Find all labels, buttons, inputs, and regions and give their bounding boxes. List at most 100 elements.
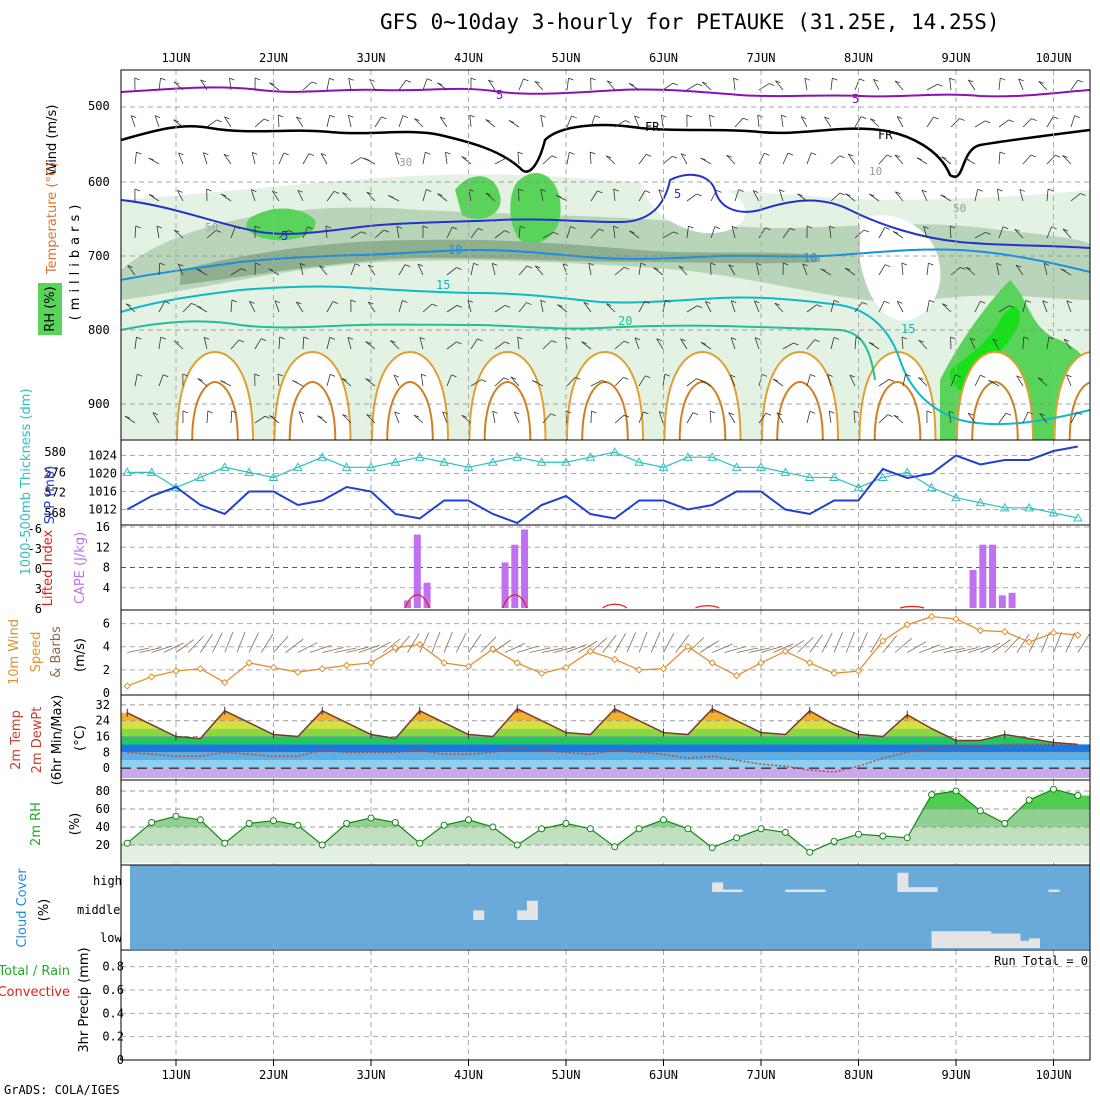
wind-barb — [491, 263, 496, 276]
wind-barb-feather — [203, 336, 210, 340]
isotherm-warm-bulge — [1053, 351, 1090, 440]
wind-barb-feather — [191, 303, 197, 306]
wind-barb-feather — [809, 411, 816, 414]
wind-barb — [394, 152, 400, 165]
surface-wind-barb — [882, 635, 898, 653]
wind-barb-feather — [1080, 193, 1086, 196]
wind-speed-marker — [367, 659, 375, 667]
isotherm-5 — [121, 173, 1090, 249]
wind-speed-line — [127, 615, 1078, 687]
thickness-marker — [804, 472, 815, 481]
wind-barb — [1070, 193, 1081, 202]
wind-barb-feather — [196, 305, 202, 309]
wind-barb-feather — [634, 115, 640, 119]
surface-wind-barb — [346, 646, 369, 653]
wind-barb-feather — [1062, 228, 1069, 232]
contour-label: 10 — [448, 243, 462, 257]
wind-barb-feather — [332, 301, 339, 304]
wind-barb — [1022, 411, 1029, 424]
wind-barb-feather — [437, 82, 443, 86]
rh-marker — [830, 837, 838, 845]
surface-wind-barb — [773, 643, 794, 653]
rh-marker — [465, 816, 472, 824]
wind-barb-feather — [606, 303, 612, 307]
rh-marker — [1050, 785, 1057, 793]
wind-barb — [590, 115, 596, 128]
wind-barb — [828, 411, 832, 424]
wind-barb-feather — [916, 157, 922, 161]
ytick-label: 600 — [88, 175, 110, 189]
ytick-label: -6 — [28, 522, 42, 536]
rh-marker — [513, 841, 521, 849]
ytick-label: 80 — [96, 784, 110, 798]
wind-barb-feather — [334, 190, 340, 194]
rh-marker — [879, 832, 887, 840]
wind-barb-feather — [421, 373, 427, 377]
wind-barb — [974, 301, 981, 313]
cloud-bar-middle — [526, 900, 538, 920]
surface-wind-barb — [273, 635, 289, 653]
wind-barb — [829, 226, 832, 239]
isotherm-warm-bulge — [761, 350, 839, 440]
wind-barb — [299, 263, 304, 276]
wind-barb-feather — [591, 410, 597, 414]
wind-barb-feather — [402, 300, 408, 303]
wind-barb-feather — [787, 152, 794, 156]
thickness-marker — [829, 472, 839, 481]
wind-barb — [446, 267, 457, 276]
wind-barb — [752, 190, 760, 202]
wind-barb-feather — [949, 77, 955, 81]
wind-barb-feather — [402, 115, 409, 119]
wind-barb-feather — [937, 83, 943, 87]
wind-barb-feather — [894, 80, 901, 84]
cloud-bar-high — [795, 889, 806, 892]
thickness-marker — [512, 452, 523, 461]
wind-barb — [417, 263, 424, 276]
wind-barb-feather — [607, 80, 613, 84]
wind-barb-feather — [134, 188, 140, 192]
wind-barb — [700, 342, 712, 350]
wind-barb-feather — [396, 225, 402, 229]
surface-wind-barb — [309, 645, 332, 653]
wind-barb — [510, 376, 520, 387]
cloud-background — [130, 865, 1090, 949]
wind-barb-feather — [613, 188, 619, 192]
wind-barb-feather — [992, 338, 998, 342]
surface-wind-barb — [894, 637, 913, 653]
rh-marker — [245, 819, 253, 827]
wind-barb-feather — [863, 229, 870, 233]
surface-wind-barb — [1065, 632, 1076, 653]
thickness-marker — [341, 462, 352, 471]
wind-barb-feather — [342, 414, 348, 417]
xtick-label-top: 9JUN — [942, 51, 971, 65]
thickness-marker — [366, 462, 376, 471]
rh-marker — [440, 821, 448, 829]
wind-barb — [494, 341, 505, 350]
wind-barb-feather — [279, 336, 285, 340]
wind-barb-feather — [1038, 80, 1044, 84]
ytick-label: 6 — [35, 602, 42, 616]
wind-barb-feather — [800, 116, 807, 119]
wind-barb-feather — [656, 338, 662, 342]
surface-wind-barb — [529, 647, 552, 653]
wind-barb — [678, 265, 688, 276]
wind-speed-marker — [147, 673, 156, 681]
surface-wind-barb — [358, 644, 380, 653]
dewpoint-line — [127, 743, 1078, 773]
wind-barb — [998, 119, 1009, 128]
surface-wind-barb — [675, 634, 690, 653]
wind-barb — [394, 411, 400, 424]
wind-barb — [278, 230, 289, 239]
cloud-bar-high — [712, 882, 724, 892]
wind-barb — [173, 119, 184, 128]
wind-barb-feather — [488, 79, 494, 83]
wind-barb-feather — [504, 230, 510, 234]
wind-barb-feather — [729, 374, 736, 378]
wind-barb-feather — [1037, 377, 1044, 381]
wind-barb — [518, 226, 521, 239]
wind-barb-feather — [508, 120, 515, 123]
surface-wind-barb — [260, 633, 274, 653]
wind-barb-feather — [884, 227, 890, 230]
ylabel-speed: Speed — [29, 632, 44, 673]
surface-wind-barb — [285, 638, 304, 653]
